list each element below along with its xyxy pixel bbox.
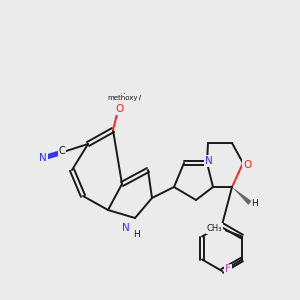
Text: O: O xyxy=(115,104,123,114)
Text: H: H xyxy=(134,230,140,239)
Text: methoxy: methoxy xyxy=(108,94,142,103)
Text: N: N xyxy=(122,223,130,233)
Text: N: N xyxy=(39,153,47,163)
Text: O: O xyxy=(243,160,251,170)
Text: F: F xyxy=(225,265,231,275)
Polygon shape xyxy=(232,187,252,205)
Text: N: N xyxy=(205,156,213,166)
Text: O: O xyxy=(116,104,124,114)
Text: CH₃: CH₃ xyxy=(206,224,222,233)
Text: C: C xyxy=(58,146,65,156)
Text: H: H xyxy=(252,199,258,208)
Text: methoxy: methoxy xyxy=(108,95,138,101)
